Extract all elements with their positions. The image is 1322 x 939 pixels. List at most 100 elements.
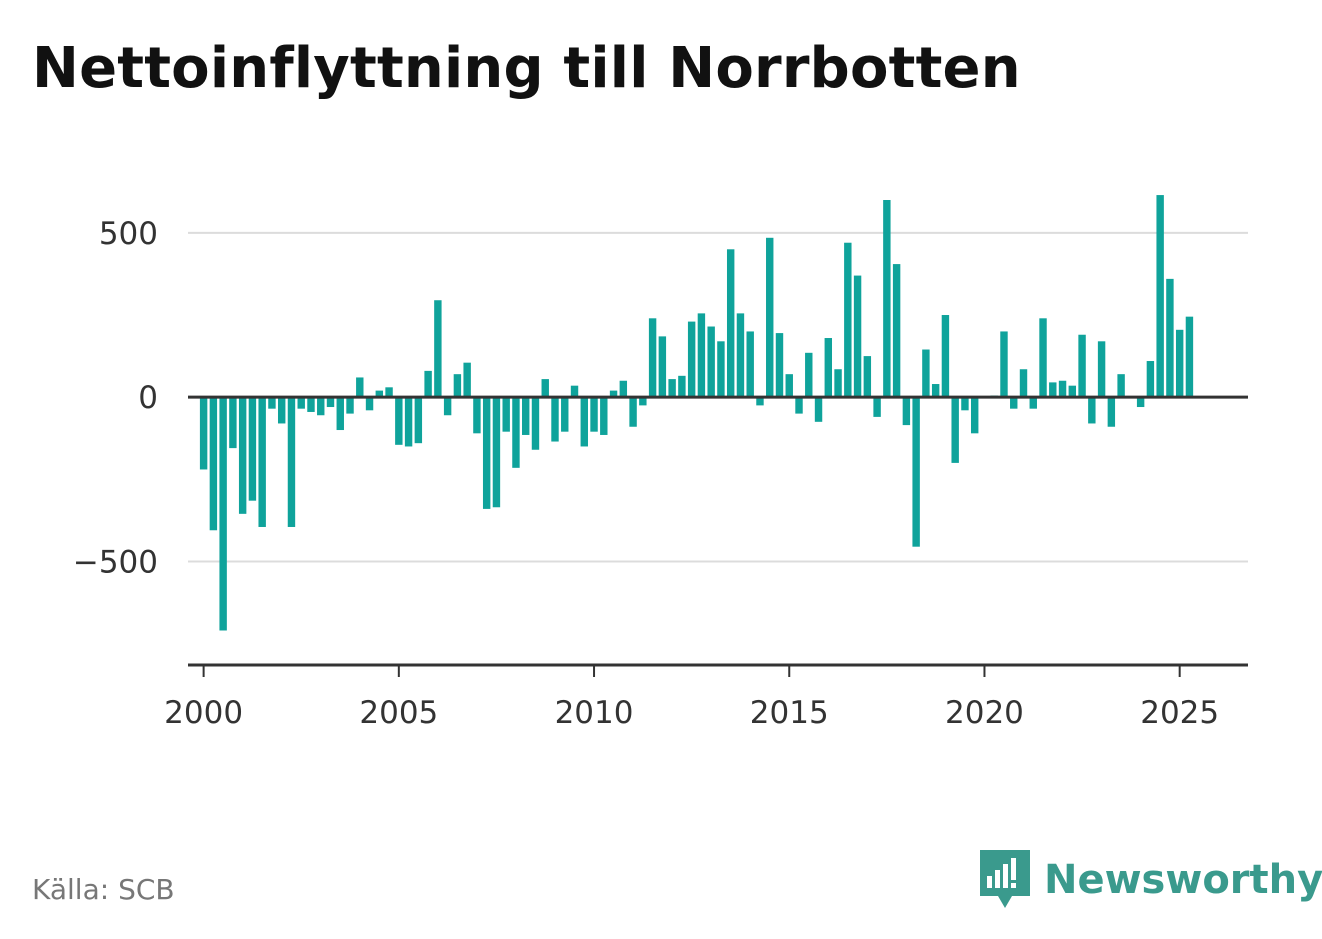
bar (1049, 382, 1057, 398)
bar (580, 397, 588, 447)
brand-name: Newsworthy (1044, 857, 1322, 903)
bar (1136, 397, 1145, 408)
bar (824, 338, 833, 398)
bar (1000, 331, 1008, 398)
bar (1058, 380, 1067, 398)
bar (424, 370, 432, 398)
bar (756, 397, 764, 406)
bar (463, 362, 471, 398)
bar (639, 397, 647, 406)
bar (785, 374, 793, 398)
bar (385, 387, 393, 398)
bar (1185, 316, 1194, 398)
bar (375, 390, 384, 398)
bar (1166, 278, 1174, 398)
bar (668, 379, 676, 398)
bar (346, 397, 354, 414)
bar (473, 397, 481, 434)
bar (717, 341, 725, 398)
bar (951, 397, 959, 463)
bar (570, 385, 579, 398)
x-tick-label: 2000 (164, 695, 243, 731)
bar (307, 397, 315, 412)
bar (600, 397, 608, 435)
bar (512, 397, 520, 468)
bar (238, 397, 247, 514)
bar (1107, 397, 1116, 427)
bar (697, 313, 706, 398)
bar (356, 377, 364, 398)
bar (902, 397, 911, 426)
bar (648, 318, 657, 398)
bar (931, 384, 940, 398)
bar (970, 397, 979, 434)
bar (1010, 397, 1018, 409)
bar (863, 356, 872, 398)
y-tick-label: 0 (138, 380, 158, 416)
x-tick-label: 2015 (750, 695, 829, 731)
bar (736, 313, 745, 398)
bar (834, 369, 842, 398)
bar (336, 397, 344, 431)
axes (188, 395, 1248, 677)
bar (199, 397, 208, 470)
bar (531, 397, 540, 450)
bar (1117, 374, 1125, 398)
bar (1175, 329, 1184, 398)
bar (248, 397, 257, 501)
bar (229, 397, 237, 449)
bar (277, 397, 286, 424)
bar (434, 300, 442, 398)
bar (844, 242, 852, 398)
bar (795, 397, 803, 414)
bar (629, 397, 637, 427)
bar (326, 397, 335, 408)
bar (1156, 195, 1164, 398)
bar (1029, 397, 1037, 409)
bar (873, 397, 881, 417)
bar (678, 375, 686, 398)
y-tick-labels: −500 0 500 (73, 216, 158, 581)
bar (883, 200, 891, 398)
bar (775, 333, 784, 398)
bar (1078, 334, 1086, 398)
bar-series (199, 195, 1194, 631)
chart-title: Nettoinflyttning till Norrbotten (32, 36, 1021, 101)
bar (404, 397, 413, 447)
bar (1097, 341, 1106, 398)
bar (766, 237, 774, 398)
bar (414, 397, 423, 444)
bar (912, 397, 920, 547)
bar (941, 315, 950, 398)
bar (209, 397, 218, 531)
bar (502, 397, 510, 432)
bar (726, 249, 735, 398)
bar (541, 379, 549, 398)
x-tick-label: 2005 (359, 695, 438, 731)
bar (746, 331, 754, 398)
bar (443, 397, 452, 416)
bar (395, 397, 403, 445)
bar (892, 264, 901, 398)
bar (687, 321, 696, 398)
bar (287, 397, 296, 527)
bar (258, 397, 266, 527)
bar (365, 397, 374, 411)
bar (1019, 369, 1028, 398)
bar (961, 397, 969, 411)
bar (814, 397, 823, 422)
bar (1088, 397, 1096, 424)
brand-logo: Newsworthy (980, 848, 1322, 912)
bar (551, 397, 559, 442)
bar (268, 397, 276, 409)
y-tick-label: 500 (99, 216, 158, 252)
gridlines (188, 231, 1248, 563)
bar (561, 397, 569, 432)
bar (482, 397, 491, 509)
bar (317, 397, 325, 416)
bar (609, 390, 618, 398)
bar (590, 397, 598, 432)
bar (658, 336, 667, 398)
source-note: Källa: SCB (32, 873, 175, 906)
